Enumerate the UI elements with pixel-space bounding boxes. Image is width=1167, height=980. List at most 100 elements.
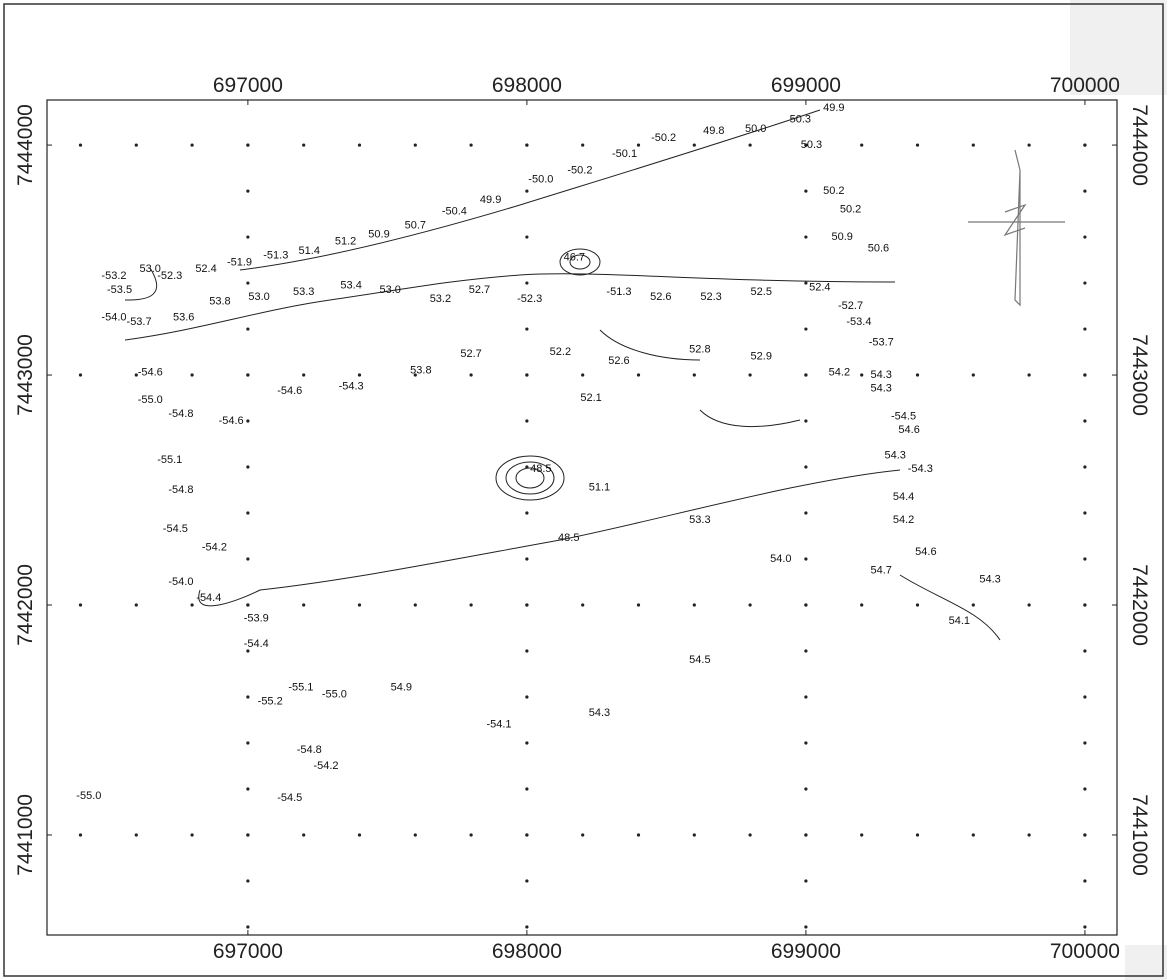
corner-panel bbox=[1125, 945, 1167, 980]
grid-dot bbox=[469, 143, 472, 146]
grid-dot bbox=[246, 511, 249, 514]
contour-label: 53.2 bbox=[430, 293, 451, 305]
grid-dot bbox=[1028, 833, 1031, 836]
contour-label: 48.5 bbox=[530, 463, 551, 475]
grid-dot bbox=[246, 603, 249, 606]
grid-dot bbox=[525, 419, 528, 422]
grid-dot bbox=[525, 281, 528, 284]
contour-label: 50.9 bbox=[831, 231, 852, 243]
grid-dot bbox=[414, 143, 417, 146]
contour-label: 53.8 bbox=[410, 364, 431, 376]
grid-dot bbox=[525, 925, 528, 928]
contour-label: 54.7 bbox=[871, 564, 892, 576]
contour-label: 50.9 bbox=[368, 229, 389, 241]
grid-dot bbox=[637, 143, 640, 146]
contour-label: -54.0 bbox=[101, 311, 126, 323]
contour-label: 52.8 bbox=[689, 344, 710, 356]
grid-dot bbox=[525, 603, 528, 606]
grid-dot bbox=[860, 143, 863, 146]
contour-label: -54.3 bbox=[339, 380, 364, 392]
contour-label: 50.0 bbox=[745, 123, 766, 135]
grid-dot bbox=[1028, 373, 1031, 376]
grid-dot bbox=[414, 833, 417, 836]
grid-dot bbox=[414, 603, 417, 606]
contour-label: -54.8 bbox=[168, 408, 193, 420]
grid-dot bbox=[972, 833, 975, 836]
contour-label: -50.1 bbox=[612, 148, 637, 160]
contour-label: 52.4 bbox=[809, 282, 830, 294]
grid-dot bbox=[1083, 327, 1086, 330]
grid-dot bbox=[916, 143, 919, 146]
x-tick-label: 697000 bbox=[213, 940, 283, 963]
contour-label: 54.6 bbox=[915, 546, 936, 558]
contour-label: -50.4 bbox=[442, 206, 467, 218]
grid-dot bbox=[581, 603, 584, 606]
grid-dot bbox=[581, 373, 584, 376]
grid-dot bbox=[1083, 741, 1086, 744]
contour-label: -54.0 bbox=[168, 576, 193, 588]
contour-label: 49.9 bbox=[480, 194, 501, 206]
grid-dot bbox=[804, 373, 807, 376]
grid-dot bbox=[860, 373, 863, 376]
grid-dot bbox=[916, 603, 919, 606]
contour-label: -52.3 bbox=[517, 293, 542, 305]
grid-dot bbox=[693, 603, 696, 606]
grid-dot bbox=[190, 603, 193, 606]
grid-dot bbox=[804, 741, 807, 744]
contour-label: 51.4 bbox=[299, 245, 320, 257]
map-figure: 6970006970006980006980006990006990007000… bbox=[0, 0, 1167, 980]
contour-label: -54.5 bbox=[163, 523, 188, 535]
grid-dot bbox=[749, 603, 752, 606]
contour-label: -54.6 bbox=[219, 415, 244, 427]
grid-dot bbox=[246, 143, 249, 146]
grid-dot bbox=[1083, 557, 1086, 560]
y-tick-label: 7441000 bbox=[14, 794, 37, 876]
contour-label: -54.4 bbox=[244, 638, 269, 650]
grid-dot bbox=[246, 235, 249, 238]
y-tick-label: 7444000 bbox=[14, 104, 37, 186]
grid-dot bbox=[525, 557, 528, 560]
contour-label: 54.9 bbox=[391, 682, 412, 694]
grid-dot bbox=[749, 833, 752, 836]
grid-dot bbox=[972, 143, 975, 146]
contour-label: 54.3 bbox=[871, 369, 892, 381]
y-tick-label: 7443000 bbox=[1128, 334, 1151, 416]
contour-label: 46.7 bbox=[564, 252, 585, 264]
grid-dot bbox=[525, 787, 528, 790]
grid-dot bbox=[246, 787, 249, 790]
grid-dot bbox=[1083, 189, 1086, 192]
grid-dot bbox=[469, 603, 472, 606]
contour-label: 54.3 bbox=[871, 383, 892, 395]
contour-label: 54.3 bbox=[884, 449, 905, 461]
grid-dot bbox=[79, 143, 82, 146]
contour-label: 50.3 bbox=[801, 139, 822, 151]
contour-label: -54.5 bbox=[277, 792, 302, 804]
grid-dot bbox=[358, 603, 361, 606]
contour-label: 53.3 bbox=[293, 286, 314, 298]
grid-dot bbox=[581, 833, 584, 836]
grid-dot bbox=[804, 833, 807, 836]
grid-dot bbox=[246, 281, 249, 284]
contour-label: 52.3 bbox=[700, 291, 721, 303]
contour-label: 54.0 bbox=[770, 553, 791, 565]
grid-dot bbox=[804, 189, 807, 192]
grid-dot bbox=[525, 235, 528, 238]
grid-dot bbox=[804, 649, 807, 652]
contour-label: 50.2 bbox=[823, 185, 844, 197]
contour-label: -54.8 bbox=[297, 744, 322, 756]
contour-label: 54.2 bbox=[893, 514, 914, 526]
contour-label: 54.6 bbox=[898, 424, 919, 436]
grid-dot bbox=[79, 603, 82, 606]
grid-dot bbox=[1083, 465, 1086, 468]
contour-label: 54.2 bbox=[829, 367, 850, 379]
y-tick-label: 7441000 bbox=[1128, 794, 1151, 876]
contour-label: -55.1 bbox=[157, 454, 182, 466]
contour-label: 54.1 bbox=[949, 615, 970, 627]
contour-label: -52.7 bbox=[838, 300, 863, 312]
grid-dot bbox=[246, 189, 249, 192]
contour-label: -52.3 bbox=[157, 270, 182, 282]
grid-dot bbox=[525, 649, 528, 652]
grid-dot bbox=[246, 373, 249, 376]
y-tick-label: 7443000 bbox=[14, 334, 37, 416]
contour-label: -53.5 bbox=[107, 284, 132, 296]
